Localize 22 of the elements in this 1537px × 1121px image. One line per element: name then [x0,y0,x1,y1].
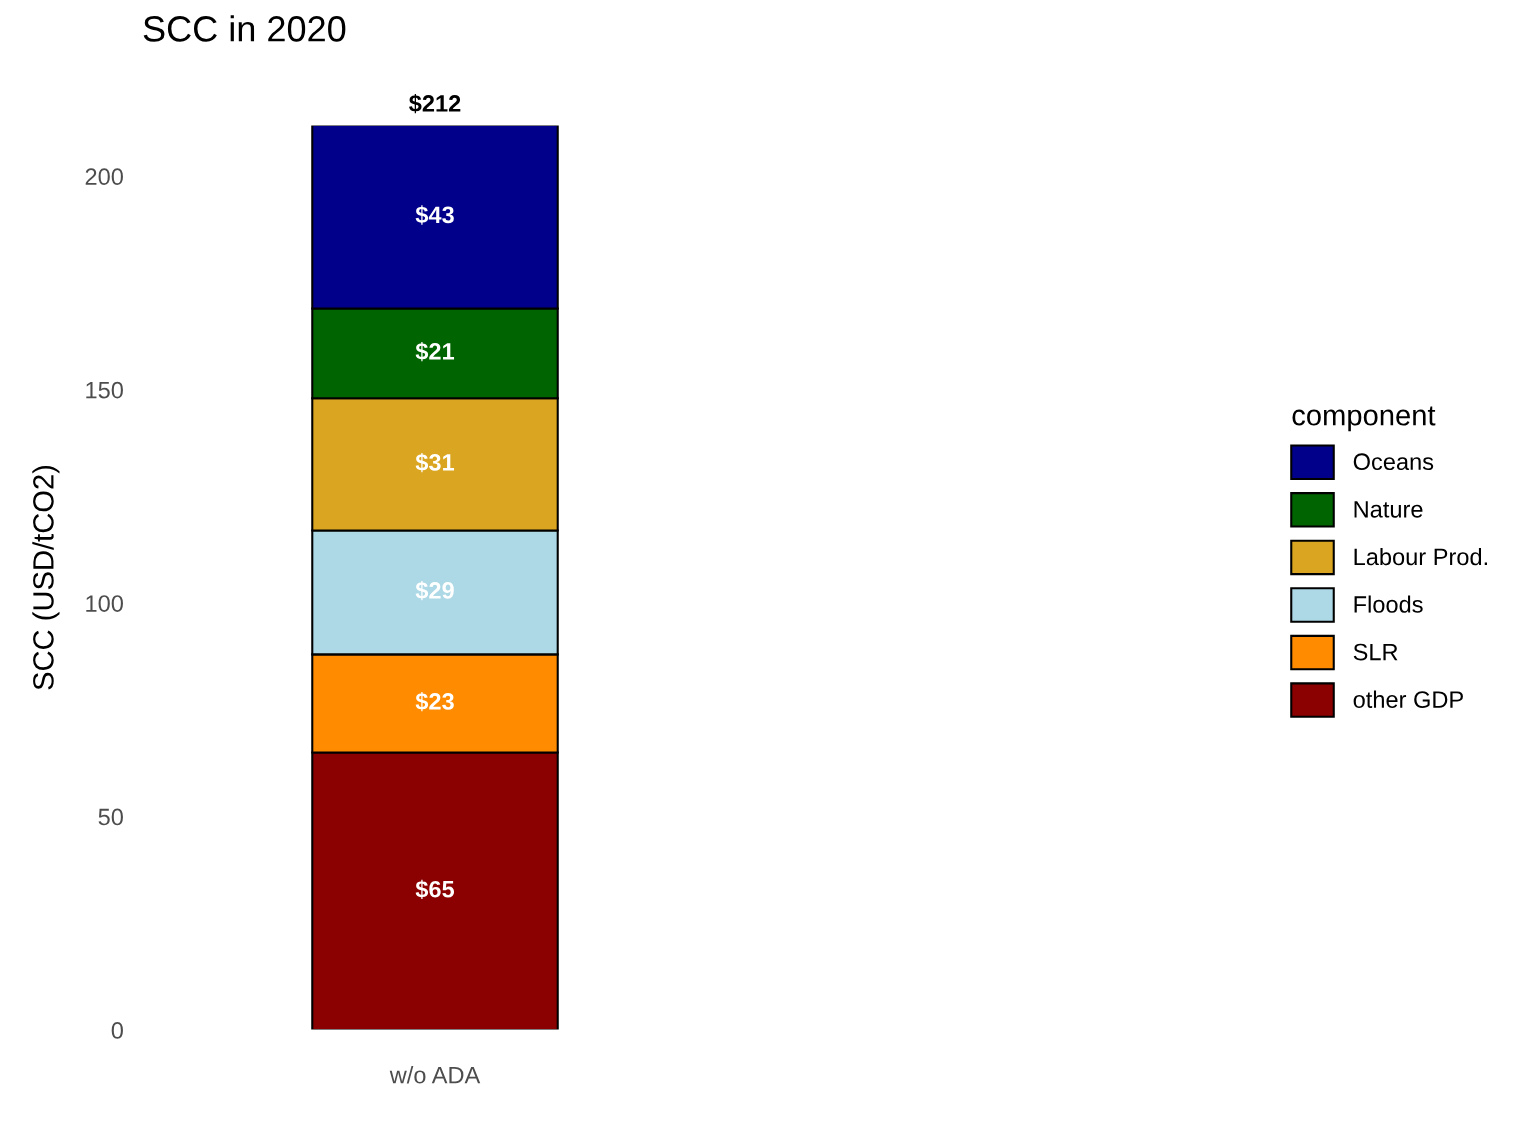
legend-label: other GDP [1353,690,1463,708]
x-tick-label: w/o ADA [389,1066,481,1084]
y-tick-label: 150 [86,381,123,399]
chart-title: SCC in 2020 [143,15,346,42]
legend-label: SLR [1353,643,1398,661]
y-tick-label: 50 [98,808,123,826]
legend-label: Labour Prod. [1354,547,1487,566]
data-label: $65 [415,879,455,900]
y-tick-label: 100 [86,595,123,612]
legend-label: Nature [1354,501,1423,518]
y-tick-label: 200 [85,168,123,186]
data-label: $29 [415,581,454,601]
data-label: $23 [415,692,454,712]
legend-label: Floods [1354,595,1423,613]
legend-label: Oceans [1353,453,1434,471]
data-label: $31 [415,452,455,473]
y-axis-title: SCC (USD/tCO2) [32,465,60,690]
legend-title: component [1292,406,1436,432]
total-label: $212 [409,94,461,114]
y-tick-label: 0 [111,1022,123,1039]
data-label: $43 [415,205,454,225]
data-label: $21 [415,341,455,362]
